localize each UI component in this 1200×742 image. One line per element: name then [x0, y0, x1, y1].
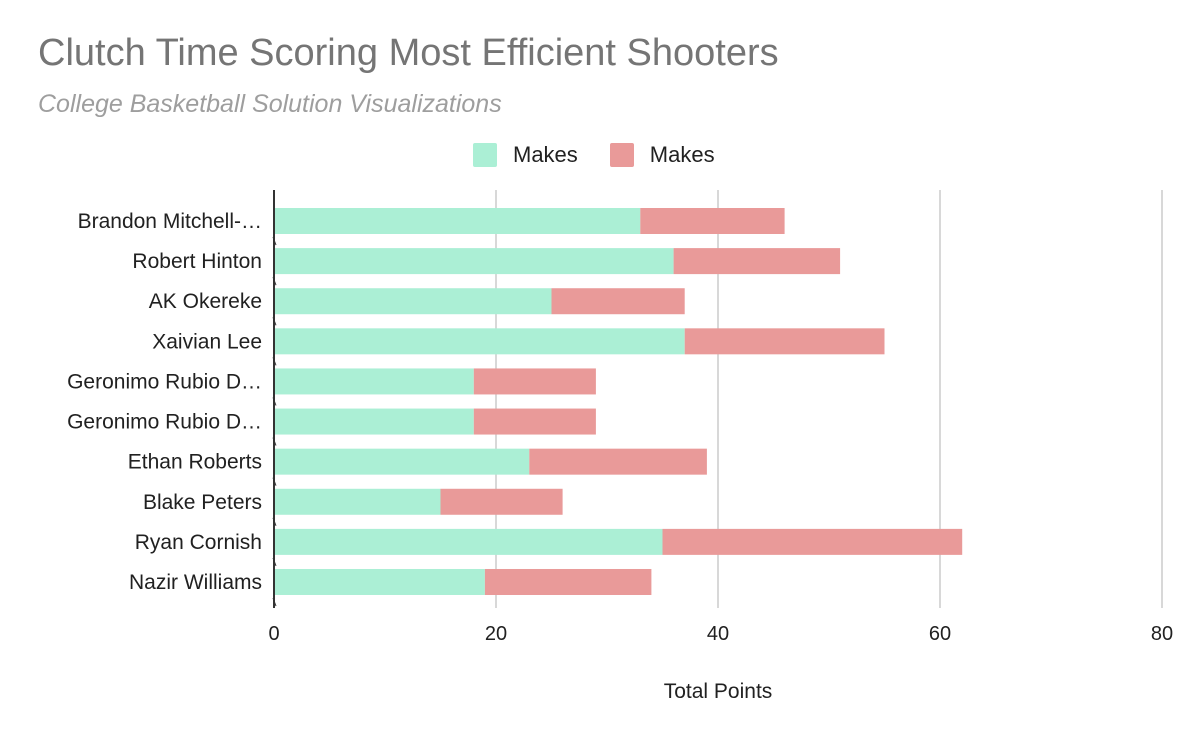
y-axis-tick [272, 357, 277, 366]
y-axis-tick [272, 397, 277, 406]
y-axis-tick [272, 276, 277, 286]
y-category-label: Nazir Williams [129, 571, 262, 594]
bar-segment-series-1 [274, 488, 441, 515]
y-category-label: Geronimo Rubio D… [67, 370, 262, 393]
bar-segment-series-2 [673, 248, 841, 275]
y-category-label: Xaivian Lee [152, 330, 262, 353]
bar-segment-series-2 [662, 528, 963, 555]
legend: Makes Makes [473, 142, 747, 168]
x-tick-label: 0 [268, 623, 279, 645]
x-tick-label: 20 [485, 623, 507, 645]
y-axis-tick [272, 517, 277, 527]
legend-item-series-2[interactable]: Makes [609, 142, 715, 168]
bar-segment-series-2 [551, 288, 685, 315]
y-axis-tick [272, 477, 277, 486]
bar-segment-series-1 [274, 208, 641, 234]
legend-label-series-1: Makes [513, 142, 578, 167]
bar-segment-series-2 [473, 408, 596, 435]
y-category-label: Ethan Roberts [128, 451, 262, 474]
y-axis-tick [272, 557, 277, 567]
y-category-label: Geronimo Rubio D… [67, 411, 262, 434]
bar-segment-series-2 [529, 448, 707, 475]
bar-segment-series-2 [684, 328, 885, 355]
bar-segment-series-1 [274, 448, 530, 475]
bar-segment-series-2 [484, 568, 652, 595]
bar-segment-series-1 [274, 568, 485, 595]
x-tick-label: 60 [929, 623, 951, 645]
bar-segment-series-1 [274, 288, 552, 315]
bar-segment-series-2 [440, 488, 563, 515]
y-category-label: Blake Peters [143, 491, 262, 514]
y-category-label: Ryan Cornish [135, 531, 262, 554]
y-axis-tick [272, 236, 277, 246]
y-category-label: Brandon Mitchell-… [78, 210, 262, 233]
legend-swatch-series-1 [473, 143, 497, 167]
bar-segment-series-1 [274, 368, 474, 395]
y-axis-tick [272, 317, 277, 326]
y-axis-tick [272, 597, 277, 607]
bar-segment-series-2 [473, 368, 596, 395]
chart-subtitle: College Basketball Solution Visualizatio… [38, 90, 502, 118]
x-axis-title: Total Points [663, 680, 773, 703]
legend-item-series-1[interactable]: Makes [473, 142, 578, 168]
bar-segment-series-1 [274, 248, 674, 275]
bar-segment-series-1 [274, 328, 685, 355]
bar-segment-series-2 [640, 208, 785, 234]
legend-label-series-2: Makes [649, 142, 715, 167]
y-axis-tick [272, 437, 277, 446]
chart-title: Clutch Time Scoring Most Efficient Shoot… [38, 32, 779, 74]
bar-segment-series-1 [274, 408, 474, 435]
y-category-label: AK Okereke [149, 290, 262, 313]
x-tick-label: 40 [707, 623, 729, 645]
legend-swatch-series-2 [609, 143, 634, 167]
bar-segment-series-1 [274, 528, 663, 555]
y-category-label: Robert Hinton [132, 250, 262, 273]
x-tick-label: 80 [1151, 623, 1173, 645]
